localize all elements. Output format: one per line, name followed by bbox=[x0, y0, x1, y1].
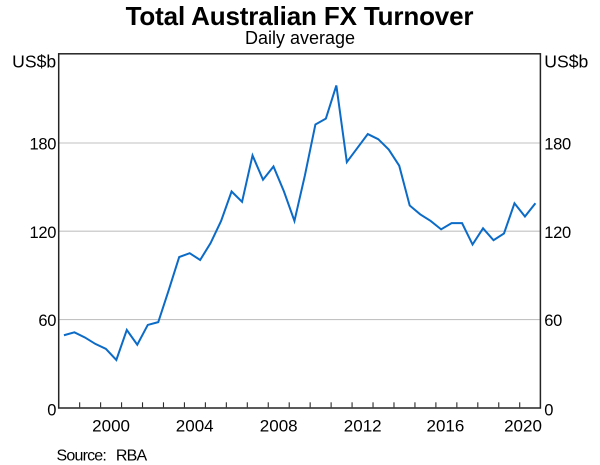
svg-text:2020: 2020 bbox=[504, 417, 542, 436]
svg-text:120: 120 bbox=[544, 224, 571, 242]
svg-text:0: 0 bbox=[544, 402, 553, 420]
svg-text:2008: 2008 bbox=[260, 417, 298, 436]
svg-text:120: 120 bbox=[30, 224, 57, 242]
svg-text:2016: 2016 bbox=[426, 417, 464, 436]
svg-text:US$b: US$b bbox=[12, 51, 56, 71]
svg-text:60: 60 bbox=[544, 312, 562, 330]
svg-text:2012: 2012 bbox=[344, 417, 382, 436]
svg-text:2000: 2000 bbox=[92, 417, 130, 436]
svg-text:RBA: RBA bbox=[116, 448, 148, 465]
svg-text:180: 180 bbox=[30, 136, 57, 154]
svg-text:0: 0 bbox=[47, 402, 56, 420]
svg-text:US$b: US$b bbox=[544, 51, 588, 71]
svg-text:60: 60 bbox=[38, 312, 56, 330]
svg-text:180: 180 bbox=[544, 136, 571, 154]
svg-text:2004: 2004 bbox=[176, 417, 214, 436]
svg-text:Daily average: Daily average bbox=[245, 28, 355, 48]
svg-text:Source:: Source: bbox=[57, 448, 107, 465]
svg-text:Total Australian FX Turnover: Total Australian FX Turnover bbox=[126, 1, 474, 31]
